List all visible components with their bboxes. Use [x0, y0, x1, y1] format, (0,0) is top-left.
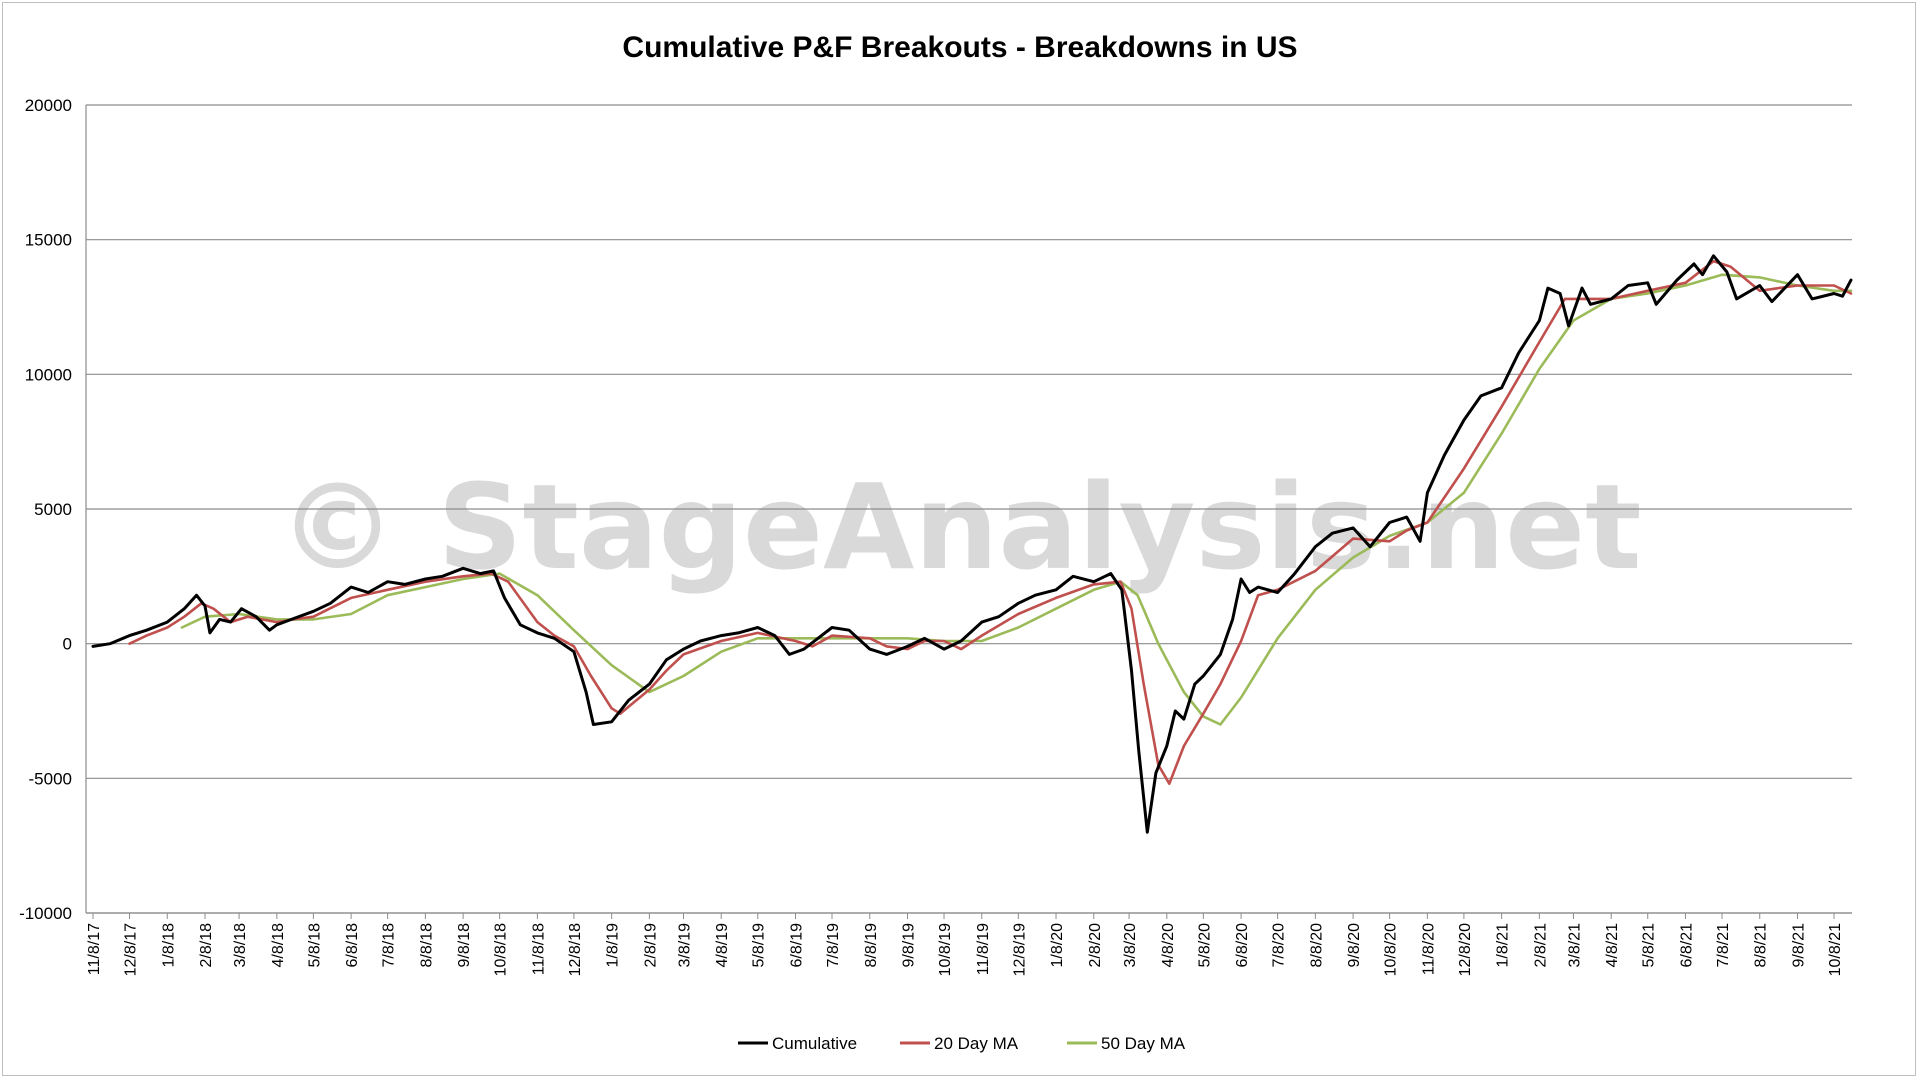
x-tick-label: 5/8/19: [751, 923, 768, 968]
x-tick-label: 10/8/19: [937, 923, 954, 976]
x-tick-label: 9/8/18: [456, 923, 473, 968]
series-lines: [91, 254, 1853, 834]
x-tick-label: 2/8/19: [642, 923, 659, 968]
x-tick-label: 9/8/20: [1346, 923, 1363, 968]
x-tick-label: 9/8/19: [900, 923, 917, 968]
x-tick-label: 11/8/17: [86, 923, 103, 975]
y-tick-label: 15000: [25, 231, 72, 250]
y-tick-label: 10000: [25, 365, 72, 384]
x-axis: 11/8/17 12/8/17 1/8/18 2/8/18 3/8/18 4/8/18 5/…: [85, 105, 1852, 976]
x-tick-label: 4/8/21: [1604, 923, 1621, 968]
x-tick-label: 11/8/18: [530, 923, 547, 975]
x-tick-label: 11/8/19: [975, 923, 992, 975]
x-tick-label: 6/8/21: [1678, 923, 1695, 968]
series-line-cumulative: [91, 254, 1853, 834]
x-tick-label: 1/8/20: [1049, 923, 1066, 968]
x-tick-label: 12/8/17: [123, 923, 140, 976]
y-tick-label: 5000: [34, 500, 72, 519]
x-tick-label: 7/8/21: [1715, 923, 1732, 968]
x-tick-label: 6/8/19: [788, 923, 805, 968]
x-tick-label: 6/8/18: [344, 923, 361, 968]
x-tick-label: 11/8/20: [1420, 923, 1437, 975]
y-tick-label: -10000: [19, 904, 72, 923]
x-tick-label: 12/8/19: [1011, 923, 1028, 976]
x-tick-label: 4/8/20: [1160, 923, 1177, 968]
chart-title: Cumulative P&F Breakouts - Breakdowns in…: [622, 31, 1297, 64]
x-tick-label: 5/8/20: [1196, 923, 1213, 968]
series-line-50-day-ma: [180, 273, 1853, 726]
x-tick-label: 4/8/19: [714, 923, 731, 968]
x-tick-label: 5/8/18: [306, 923, 323, 968]
x-tick-label: 3/8/21: [1566, 923, 1583, 968]
x-tick-label: 1/8/18: [160, 923, 177, 968]
legend-label: Cumulative: [772, 1034, 857, 1053]
x-tick-label: 8/8/21: [1753, 923, 1770, 968]
gridlines: [86, 104, 1852, 914]
x-tick-label: 7/8/20: [1271, 923, 1288, 968]
x-tick-label: 10/8/18: [493, 923, 510, 976]
x-tick-label: 10/8/20: [1383, 923, 1400, 976]
x-tick-label: 7/8/18: [381, 923, 398, 968]
x-tick-label: 8/8/19: [863, 923, 880, 968]
x-tick-label: 7/8/19: [825, 923, 842, 968]
x-tick-label: 8/8/18: [418, 923, 435, 968]
x-tick-label: 5/8/21: [1641, 923, 1658, 968]
y-axis-ticks: -10000 -5000 0 5000 10000 15000 20000: [19, 96, 72, 923]
x-tick-label: 3/8/19: [676, 923, 693, 968]
x-tick-label: 2/8/18: [198, 923, 215, 968]
x-tick-label: 1/8/21: [1495, 923, 1512, 968]
legend-label: 20 Day MA: [934, 1034, 1019, 1053]
x-tick-label: 12/8/18: [567, 923, 584, 976]
x-tick-label: 8/8/20: [1308, 923, 1325, 968]
x-tick-label: 2/8/20: [1087, 923, 1104, 968]
y-tick-label: 20000: [25, 96, 72, 115]
x-tick-label: 6/8/20: [1234, 923, 1251, 968]
x-tick-label: 9/8/21: [1790, 923, 1807, 968]
x-tick-label: 2/8/21: [1532, 923, 1549, 968]
x-tick-label: 3/8/18: [232, 923, 249, 968]
x-tick-label: 12/8/20: [1457, 923, 1474, 976]
legend: Cumulative 20 Day MA 50 Day MA: [738, 1034, 1186, 1053]
x-tick-label: 3/8/20: [1122, 923, 1139, 968]
legend-label: 50 Day MA: [1101, 1034, 1186, 1053]
y-tick-label: 0: [63, 635, 72, 654]
y-tick-label: -5000: [29, 769, 72, 788]
x-tick-label: 10/8/21: [1827, 923, 1844, 976]
x-tick-label: 1/8/19: [605, 923, 622, 968]
x-tick-label: 4/8/18: [270, 923, 287, 968]
series-line-20-day-ma: [128, 259, 1853, 785]
